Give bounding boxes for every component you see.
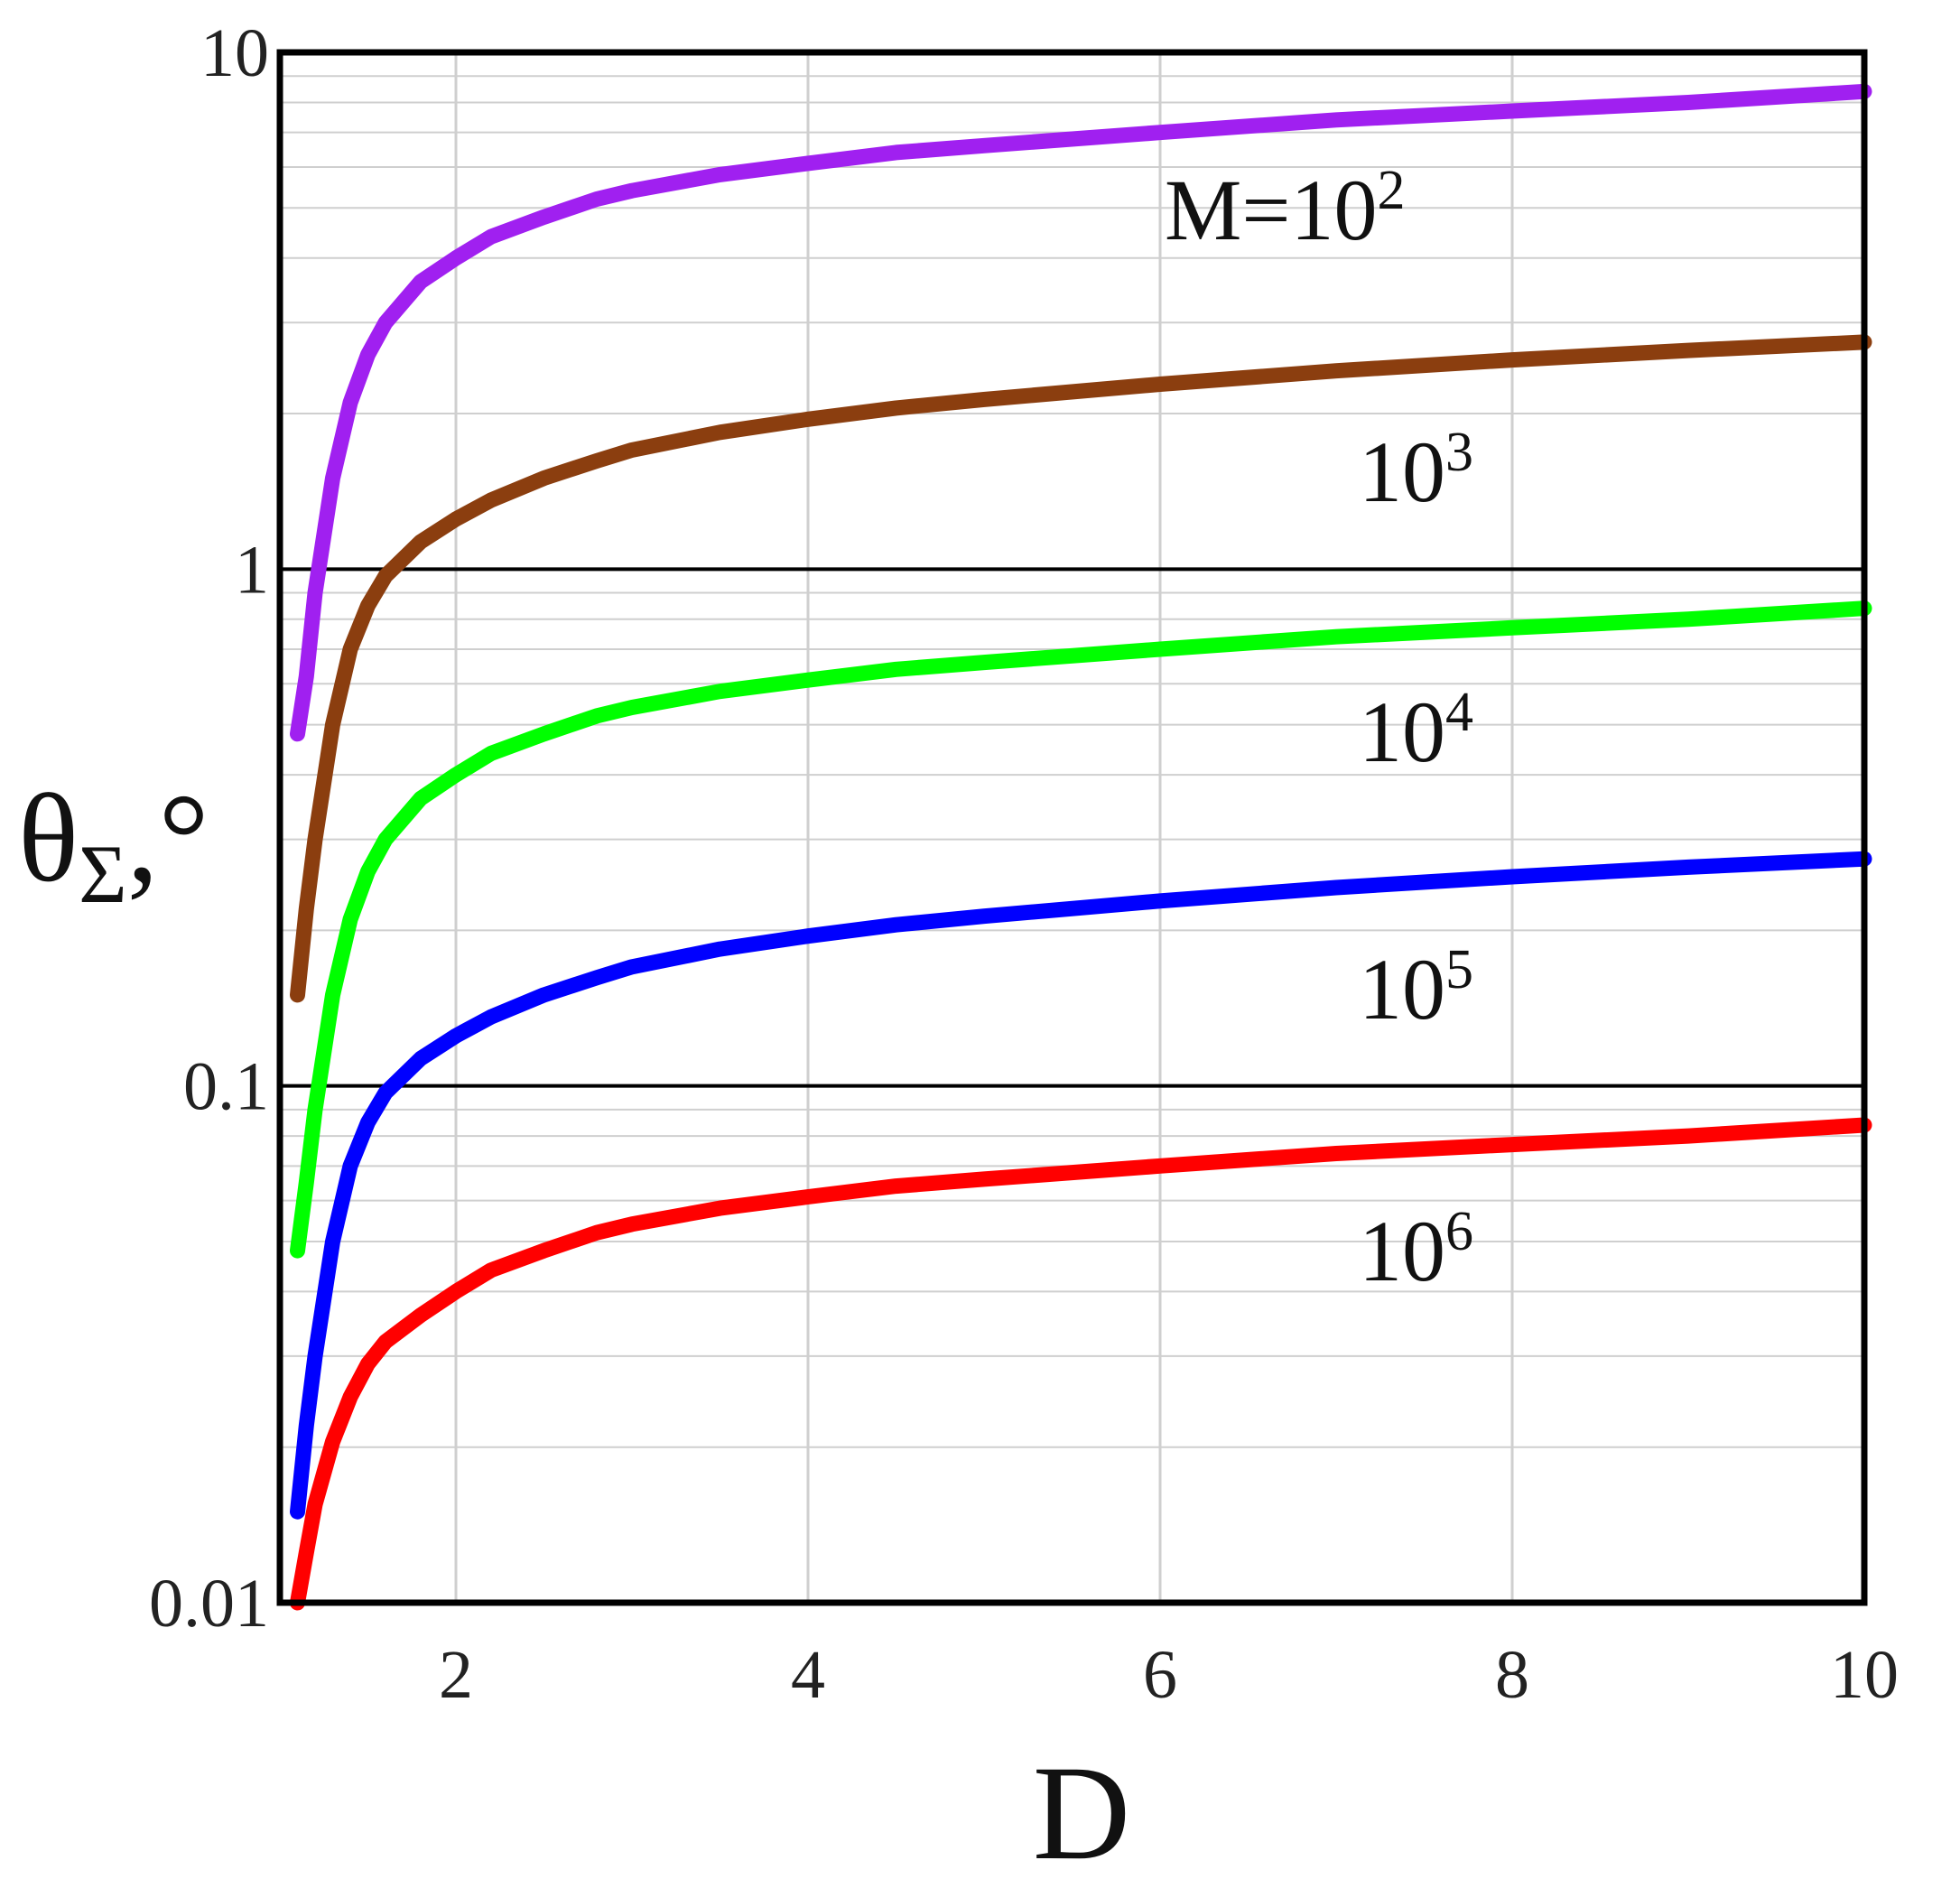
x-tick-label: 6	[1143, 1637, 1177, 1713]
major-grid	[280, 51, 1864, 1605]
series-label-base: M=10	[1165, 162, 1378, 258]
plot-frame	[276, 49, 1868, 1606]
y-axis-title-base: θ	[18, 768, 79, 908]
series-label-base: 10	[1359, 684, 1445, 780]
y-tick-label: 0.1	[183, 1049, 269, 1125]
y-axis-title-subscript: Σ	[79, 828, 127, 920]
series-label: 106	[1359, 1201, 1473, 1299]
minor-grid	[280, 52, 1866, 1603]
series-label: 105	[1359, 939, 1473, 1037]
series-label-base: 10	[1359, 1203, 1445, 1299]
series-label-exponent: 6	[1445, 1201, 1473, 1262]
series-line-2-exp	[290, 83, 1872, 742]
series-label-exponent: 5	[1445, 939, 1473, 1000]
x-tick-label: 4	[791, 1637, 825, 1713]
series-line-3-exp	[290, 334, 1872, 1003]
series-line-5-exp	[290, 851, 1872, 1520]
series-label: 103	[1359, 422, 1473, 520]
series-label-exponent: 4	[1445, 682, 1473, 743]
x-axis-title: D	[1033, 1738, 1130, 1879]
series-label-base: 10	[1359, 941, 1445, 1037]
y-tick-label: 0.01	[149, 1566, 269, 1642]
series-line-4-exp	[290, 600, 1872, 1259]
x-tick-label: 10	[1830, 1637, 1899, 1713]
y-tick-label: 1	[235, 532, 269, 608]
series-label-base: 10	[1359, 423, 1445, 520]
y-axis-title-suffix: ,°	[127, 768, 209, 908]
series-label: 104	[1359, 682, 1473, 780]
x-tick-label: 2	[439, 1637, 473, 1713]
series-layer	[290, 83, 1872, 1611]
y-tick-label: 10	[200, 15, 269, 91]
y-axis-title: θΣ,°	[18, 768, 209, 920]
series-label-exponent: 2	[1378, 160, 1406, 221]
series-label: M=102	[1165, 160, 1406, 258]
x-tick-labels: 2 4 6 8 10	[439, 1637, 1899, 1713]
series-label-exponent: 3	[1445, 422, 1473, 483]
series-line-6-exp	[290, 1117, 1872, 1611]
y-tick-labels: 0.01 0.1 1 10	[149, 15, 269, 1642]
x-tick-label: 8	[1495, 1637, 1529, 1713]
